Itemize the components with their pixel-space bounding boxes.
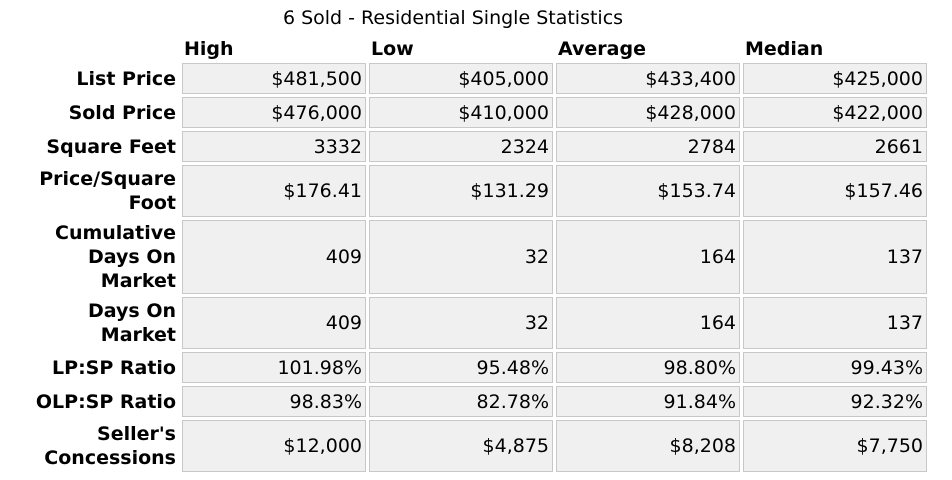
cell-value: 91.84% (556, 386, 740, 417)
cell-value: $410,000 (369, 97, 553, 128)
cell-value: $433,400 (556, 63, 740, 94)
row-label-cumulative-days-on-market: Cumulative Days On Market (55, 222, 176, 292)
column-header-median: Median (745, 38, 824, 60)
cell-value: 32 (369, 220, 553, 294)
row-label-olp-sp-ratio: OLP:SP Ratio (35, 390, 176, 413)
table-row: Sold Price $476,000 $410,000 $428,000 $4… (23, 97, 927, 128)
cell-value: 99.43% (743, 352, 927, 383)
row-label-sellers-concessions: Seller's Concessions (44, 423, 176, 469)
row-label-square-feet: Square Feet (46, 135, 176, 158)
cell-value: 32 (369, 297, 553, 349)
cell-value: $131.29 (369, 165, 553, 217)
table-row: Cumulative Days On Market 409 32 164 137 (23, 220, 927, 294)
cell-value: 164 (556, 297, 740, 349)
cell-value: $153.74 (556, 165, 740, 217)
cell-value: $157.46 (743, 165, 927, 217)
row-label-days-on-market: Days On Market (88, 300, 176, 346)
cell-value: $428,000 (556, 97, 740, 128)
row-label-sold-price: Sold Price (68, 101, 176, 124)
cell-value: 409 (182, 220, 366, 294)
cell-value: 101.98% (182, 352, 366, 383)
cell-value: 409 (182, 297, 366, 349)
cell-value: 98.80% (556, 352, 740, 383)
header-row: High Low Average Median (23, 37, 927, 60)
cell-value: 95.48% (369, 352, 553, 383)
cell-value: 3332 (182, 131, 366, 162)
cell-value: 137 (743, 220, 927, 294)
cell-value: $476,000 (182, 97, 366, 128)
column-header-high: High (184, 38, 234, 60)
row-label-lp-sp-ratio: LP:SP Ratio (52, 356, 176, 379)
cell-value: 98.83% (182, 386, 366, 417)
cell-value: 137 (743, 297, 927, 349)
statistics-table: High Low Average Median List Price $481,… (20, 34, 930, 475)
table-row: OLP:SP Ratio 98.83% 82.78% 91.84% 92.32% (23, 386, 927, 417)
cell-value: 92.32% (743, 386, 927, 417)
table-row: List Price $481,500 $405,000 $433,400 $4… (23, 63, 927, 94)
cell-value: 82.78% (369, 386, 553, 417)
row-label-list-price: List Price (76, 67, 176, 90)
table-row: Square Feet 3332 2324 2784 2661 (23, 131, 927, 162)
table-row: Price/Square Foot $176.41 $131.29 $153.7… (23, 165, 927, 217)
row-label-price-per-square-foot: Price/Square Foot (39, 168, 176, 214)
column-header-average: Average (558, 38, 646, 60)
table-row: Seller's Concessions $12,000 $4,875 $8,2… (23, 420, 927, 472)
page-title: 6 Sold - Residential Single Statistics (282, 7, 624, 29)
cell-value: $176.41 (182, 165, 366, 217)
cell-value: $422,000 (743, 97, 927, 128)
cell-value: $4,875 (369, 420, 553, 472)
cell-value: $8,208 (556, 420, 740, 472)
table-row: Days On Market 409 32 164 137 (23, 297, 927, 349)
cell-value: $481,500 (182, 63, 366, 94)
table-row: LP:SP Ratio 101.98% 95.48% 98.80% 99.43% (23, 352, 927, 383)
corner-cell (23, 37, 179, 60)
cell-value: $12,000 (182, 420, 366, 472)
cell-value: $405,000 (369, 63, 553, 94)
cell-value: 164 (556, 220, 740, 294)
cell-value: 2324 (369, 131, 553, 162)
cell-value: 2784 (556, 131, 740, 162)
cell-value: $425,000 (743, 63, 927, 94)
cell-value: 2661 (743, 131, 927, 162)
cell-value: $7,750 (743, 420, 927, 472)
column-header-low: Low (371, 38, 414, 60)
